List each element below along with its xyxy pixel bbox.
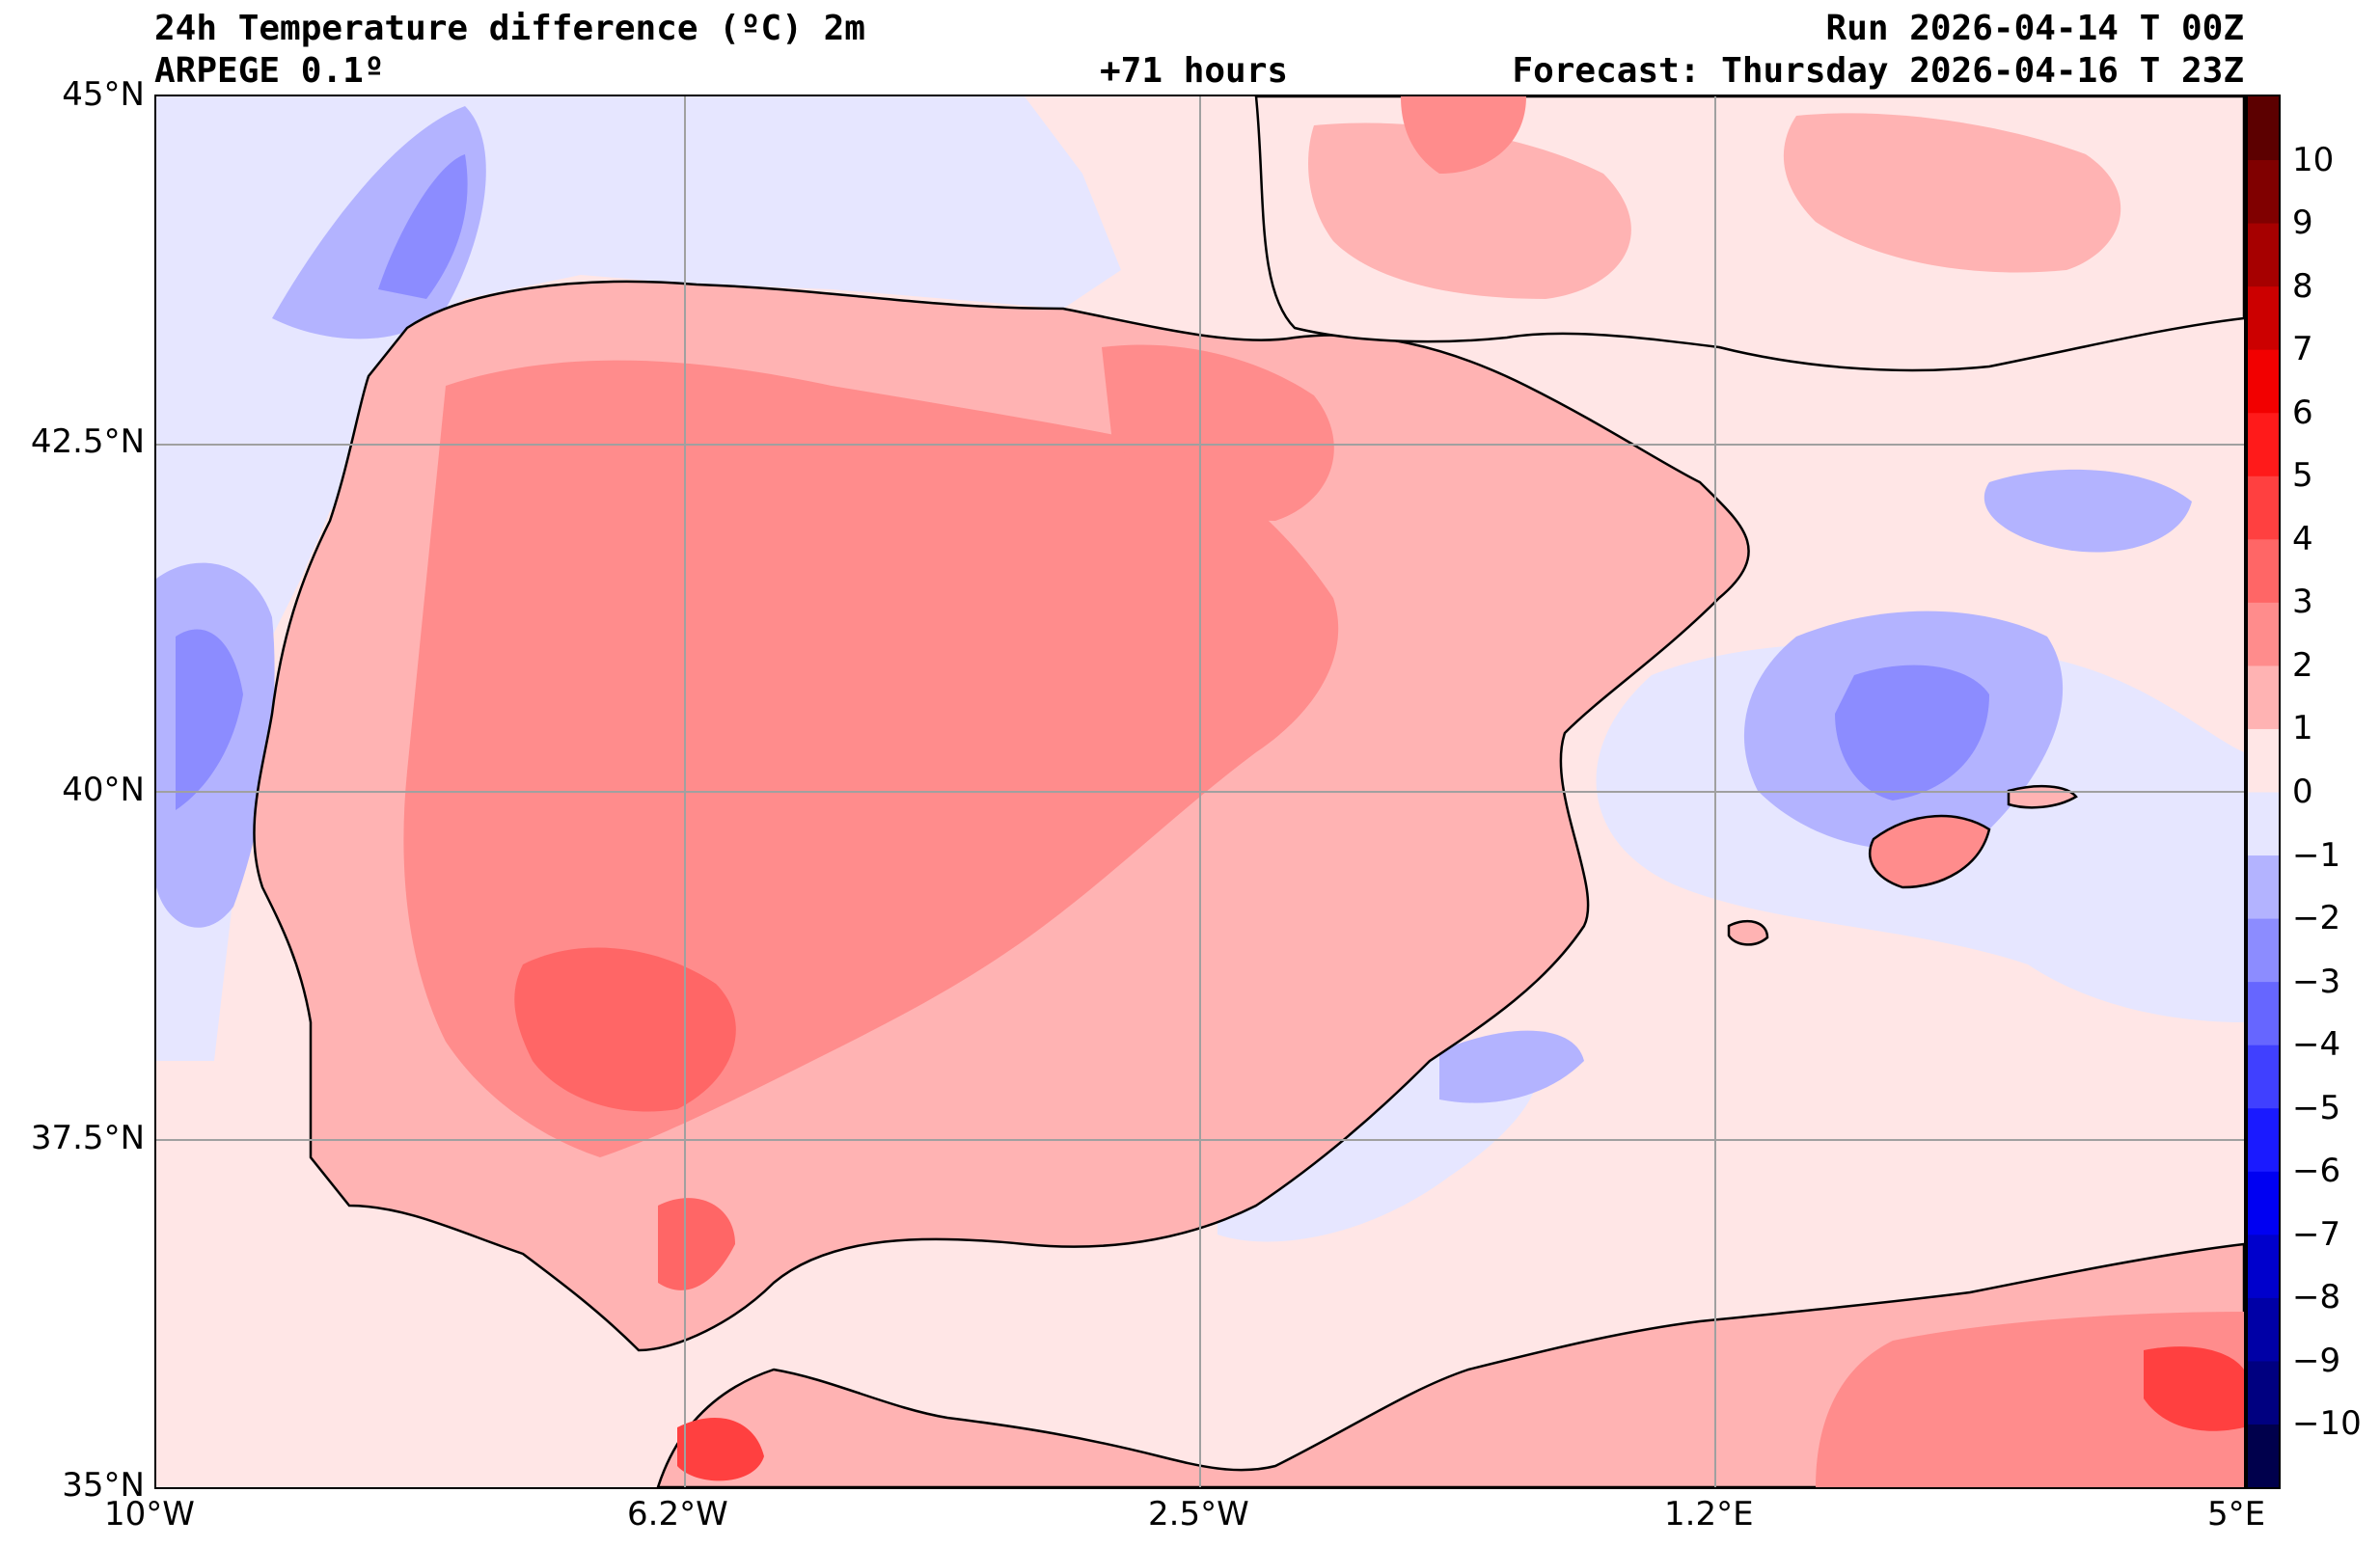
colorbar-band <box>2248 855 2279 919</box>
lat-label: 37.5°N <box>30 1119 145 1157</box>
colorbar-tick-label: 9 <box>2292 204 2313 243</box>
north-africa-hot <box>1816 1312 2244 1487</box>
colorbar-tick-label: −7 <box>2292 1214 2341 1254</box>
colorbar-tick-label: 6 <box>2292 393 2313 432</box>
france-hot-patch <box>1401 96 1526 174</box>
colorbar-tick-label: −8 <box>2292 1278 2341 1317</box>
colorbar-band <box>2248 412 2279 476</box>
guadalquivir-warm <box>514 947 736 1112</box>
colorbar-band <box>2248 1045 2279 1109</box>
colorbar-band <box>2248 96 2279 161</box>
lat-label: 45°N <box>62 75 145 114</box>
catalan-sea-cold <box>1983 469 2192 553</box>
map-canvas <box>156 96 2244 1487</box>
lat-label: 40°N <box>62 771 145 809</box>
lat-label: 42.5°N <box>30 422 145 461</box>
colorbar-tick-label: −6 <box>2292 1152 2341 1191</box>
colorbar-tick-label: −5 <box>2292 1088 2341 1127</box>
colorbar-band <box>2248 1107 2279 1172</box>
colorbar-band <box>2248 981 2279 1045</box>
colorbar-band <box>2248 475 2279 540</box>
colorbar-band <box>2248 1234 2279 1298</box>
colorbar-tick-label: 3 <box>2292 583 2313 622</box>
colorbar-band <box>2248 159 2279 224</box>
colorbar-band <box>2248 349 2279 414</box>
lat-label: 35°N <box>62 1466 145 1505</box>
ebro-warm <box>1102 344 1334 521</box>
galicia-cold-core <box>378 154 468 299</box>
temperature-difference-map <box>154 95 2246 1489</box>
ibiza-island <box>1727 919 1769 946</box>
colorbar-tick-label: 8 <box>2292 266 2313 306</box>
murcia-coast-cold <box>1439 1030 1584 1103</box>
run-label: Run 2026-04-14 T 00Z <box>1825 9 2244 48</box>
portugal-coast-cold-core <box>176 629 243 810</box>
lon-label: 5°E <box>2207 1495 2266 1533</box>
france-east-warm <box>1783 113 2121 273</box>
morocco-hot-core <box>677 1418 764 1481</box>
colorbar-band <box>2248 918 2279 983</box>
lon-label: 6.2°W <box>627 1495 728 1533</box>
colorbar-tick-label: 1 <box>2292 709 2313 748</box>
colorbar-tick-label: −9 <box>2292 1341 2341 1380</box>
colorbar-band <box>2248 665 2279 729</box>
colorbar-tick-label: −3 <box>2292 962 2341 1001</box>
colorbar-band <box>2248 1360 2279 1425</box>
map-title: 24h Temperature difference (ºC) 2m <box>154 9 865 48</box>
colorbar <box>2246 95 2281 1489</box>
colorbar-tick-label: 0 <box>2292 773 2313 811</box>
colorbar-band <box>2248 1424 2279 1487</box>
colorbar-scale <box>2248 96 2279 1487</box>
lead-time-label: +71 hours <box>1100 51 1289 91</box>
colorbar-tick-label: 7 <box>2292 330 2313 369</box>
france-warm-patch <box>1308 122 1631 299</box>
forecast-label: Forecast: Thursday 2026-04-16 T 23Z <box>1512 51 2244 91</box>
lon-label: 10°W <box>104 1495 195 1533</box>
colorbar-band <box>2248 223 2279 287</box>
colorbar-band <box>2248 538 2279 603</box>
colorbar-tick-label: 4 <box>2292 519 2313 558</box>
colorbar-band <box>2248 285 2279 350</box>
mallorca-island <box>1869 814 1991 889</box>
colorbar-band <box>2248 1297 2279 1362</box>
colorbar-tick-label: 2 <box>2292 645 2313 685</box>
colorbar-tick-label: 5 <box>2292 456 2313 496</box>
atlantic-cool-area <box>156 96 1121 1061</box>
colorbar-tick-label: −2 <box>2292 899 2341 938</box>
gridlines <box>156 96 2244 1487</box>
model-label: ARPEGE 0.1º <box>154 51 385 91</box>
colorbar-band <box>2248 602 2279 666</box>
balearic-cold-center <box>1835 665 1989 801</box>
colorbar-tick-label: −10 <box>2292 1404 2362 1444</box>
gibraltar-warm <box>658 1198 735 1290</box>
colorbar-tick-label: −1 <box>2292 835 2341 875</box>
colorbar-tick-label: −4 <box>2292 1025 2341 1065</box>
colorbar-band <box>2248 728 2279 793</box>
colorbar-band <box>2248 1171 2279 1235</box>
colorbar-tick-label: 10 <box>2292 140 2335 179</box>
colorbar-band <box>2248 792 2279 856</box>
lon-label: 2.5°W <box>1148 1495 1249 1533</box>
algeria-hot-core <box>2144 1346 2244 1431</box>
lon-label: 1.2°E <box>1664 1495 1754 1533</box>
